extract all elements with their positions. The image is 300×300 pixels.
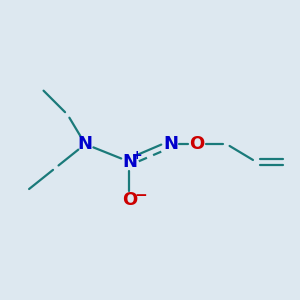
Text: N: N (122, 153, 137, 171)
Text: N: N (163, 135, 178, 153)
Text: −: − (135, 188, 148, 203)
Text: +: + (131, 149, 142, 162)
Text: N: N (78, 135, 93, 153)
Text: O: O (122, 191, 137, 209)
Text: O: O (190, 135, 205, 153)
